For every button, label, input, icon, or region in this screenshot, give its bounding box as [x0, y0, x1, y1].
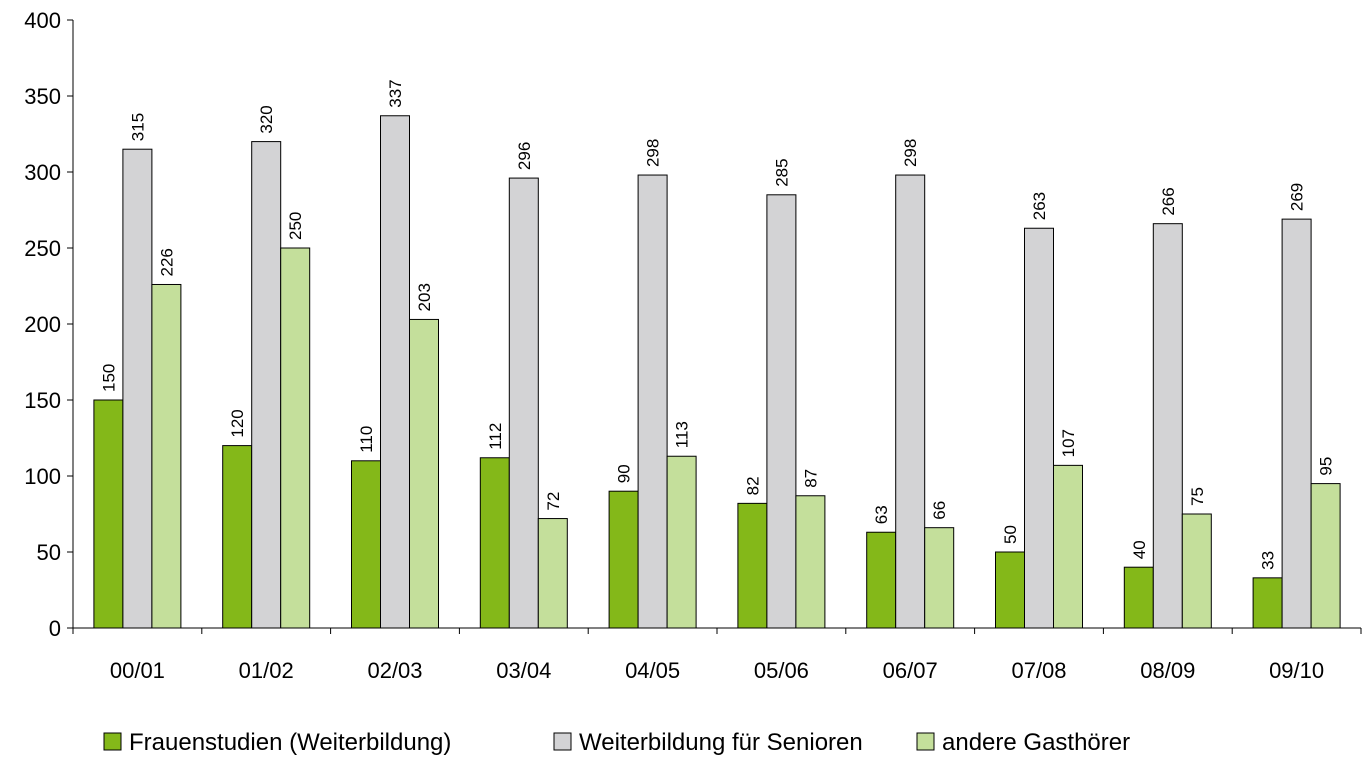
- bar: [351, 460, 381, 629]
- legend: Frauenstudien (Weiterbildung) Weiterbildu…: [103, 729, 1130, 756]
- bar: [1053, 464, 1083, 629]
- bar: [608, 490, 639, 629]
- legend-label: andere Gasthörer: [942, 729, 1130, 756]
- data-label: 112: [486, 423, 505, 450]
- y-tick-label: 50: [37, 540, 61, 565]
- x-tick-label: 04/05: [625, 658, 680, 683]
- x-axis: 00/01 01/02 02/03 03/04 04/05 05/06 06/07 07/08…: [72, 627, 1362, 683]
- x-tick-label: 02/03: [367, 658, 422, 683]
- bar: [1123, 566, 1154, 629]
- bar: [866, 531, 897, 629]
- data-label: 66: [930, 501, 949, 520]
- data-label: 87: [801, 469, 820, 488]
- bar: [380, 115, 410, 629]
- bar: [479, 457, 510, 629]
- bar: [637, 174, 668, 629]
- bar: [122, 148, 153, 629]
- legend-label: Weiterbildung für Senioren: [579, 729, 863, 756]
- bar: [409, 318, 439, 629]
- data-label: 266: [1159, 187, 1178, 215]
- bar: [924, 527, 955, 629]
- bar: [537, 518, 568, 629]
- data-label: 33: [1259, 551, 1278, 570]
- data-label: 113: [673, 421, 692, 448]
- bars: [93, 115, 1341, 629]
- data-label: 110: [357, 426, 376, 453]
- data-label: 226: [157, 248, 176, 276]
- bar: [1281, 218, 1312, 629]
- x-tick-label: 03/04: [496, 658, 551, 683]
- legend-swatch: [553, 732, 572, 751]
- bar: [1152, 223, 1183, 629]
- x-tick-label: 09/10: [1269, 658, 1324, 683]
- data-label: 296: [515, 142, 534, 170]
- data-label: 50: [1001, 525, 1020, 544]
- data-label: 320: [257, 105, 276, 133]
- data-labels: 150 315 226 120 320 250 110 337 203 112 296 72 90 298…: [99, 79, 1335, 569]
- y-tick-label: 200: [24, 312, 61, 337]
- data-label: 150: [99, 364, 118, 392]
- data-label: 82: [743, 476, 762, 495]
- bar: [895, 174, 926, 629]
- bar: [222, 445, 253, 629]
- x-tick-label: 00/01: [110, 658, 165, 683]
- bar: [251, 141, 282, 629]
- x-tick-label: 01/02: [239, 658, 294, 683]
- bar: [1310, 483, 1341, 629]
- data-label: 250: [286, 212, 305, 240]
- bar: [737, 502, 768, 629]
- data-label: 75: [1188, 487, 1207, 506]
- y-tick-label: 0: [49, 616, 61, 641]
- y-tick-label: 150: [24, 388, 61, 413]
- bar: [666, 455, 697, 629]
- data-label: 72: [544, 492, 563, 511]
- data-label: 40: [1130, 540, 1149, 559]
- y-tick-label: 400: [24, 8, 61, 33]
- bar: [280, 247, 311, 629]
- bar: [1252, 577, 1283, 629]
- data-label: 337: [386, 79, 405, 107]
- data-label: 298: [901, 139, 920, 167]
- legend-label: Frauenstudien (Weiterbildung): [129, 729, 451, 756]
- data-label: 107: [1059, 429, 1078, 457]
- data-label: 298: [644, 139, 663, 167]
- y-tick-label: 300: [24, 160, 61, 185]
- bar: [151, 283, 182, 629]
- data-label: 95: [1317, 457, 1336, 476]
- bar: [995, 551, 1025, 629]
- x-tick-label: 05/06: [754, 658, 809, 683]
- y-tick-label: 250: [24, 236, 61, 261]
- data-label: 203: [415, 283, 434, 311]
- data-label: 90: [615, 464, 634, 483]
- x-tick-label: 08/09: [1140, 658, 1195, 683]
- data-label: 315: [128, 113, 147, 141]
- y-axis: 0 50 100 150 200 250 300 350 400: [24, 8, 74, 641]
- bar: [508, 177, 539, 629]
- data-label: 263: [1030, 192, 1049, 220]
- y-tick-label: 350: [24, 84, 61, 109]
- legend-swatch: [103, 732, 122, 751]
- x-tick-label: 06/07: [883, 658, 938, 683]
- bar: [1181, 513, 1212, 629]
- data-label: 269: [1288, 183, 1307, 211]
- y-tick-label: 100: [24, 464, 61, 489]
- data-label: 63: [872, 505, 891, 524]
- data-label: 285: [772, 158, 791, 186]
- bar: [93, 399, 124, 629]
- bar: [766, 194, 797, 629]
- x-tick-label: 07/08: [1011, 658, 1066, 683]
- bar: [795, 495, 826, 629]
- bar: [1024, 227, 1054, 629]
- data-label: 120: [228, 409, 247, 437]
- legend-swatch: [916, 732, 935, 751]
